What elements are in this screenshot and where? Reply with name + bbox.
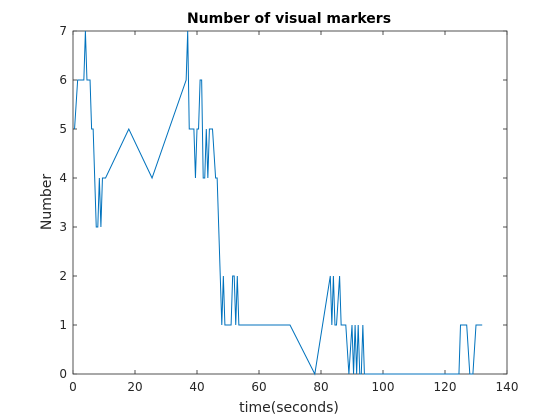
plot-area: 0 20 40 60 80 100 120 140 0 1 2 3 4 5 6 7: [59, 24, 518, 394]
x-tick-label: 140: [496, 380, 519, 394]
y-axis-ticks: 0 1 2 3 4 5 6 7: [59, 24, 507, 381]
y-tick-label: 1: [59, 318, 67, 332]
x-tick-label: 40: [189, 380, 204, 394]
x-tick-label: 60: [251, 380, 266, 394]
y-axis-label: Number: [39, 174, 55, 230]
chart-title: Number of visual markers: [187, 11, 391, 27]
y-tick-label: 5: [59, 122, 67, 136]
y-tick-label: 2: [59, 269, 67, 283]
y-tick-label: 6: [59, 73, 67, 87]
x-tick-label: 100: [372, 380, 395, 394]
y-tick-label: 4: [59, 171, 67, 185]
x-tick-label: 0: [69, 380, 77, 394]
x-axis-label: time(seconds): [239, 400, 339, 416]
y-tick-label: 3: [59, 220, 67, 234]
x-tick-label: 20: [127, 380, 142, 394]
axes-box: [72, 30, 508, 375]
y-tick-label: 0: [59, 367, 67, 381]
y-tick-label: 7: [59, 24, 67, 38]
x-tick-label: 120: [434, 380, 457, 394]
series-line: [74, 30, 483, 376]
x-axis-ticks: 0 20 40 60 80 100 120 140: [69, 31, 518, 394]
x-tick-label: 80: [313, 380, 328, 394]
